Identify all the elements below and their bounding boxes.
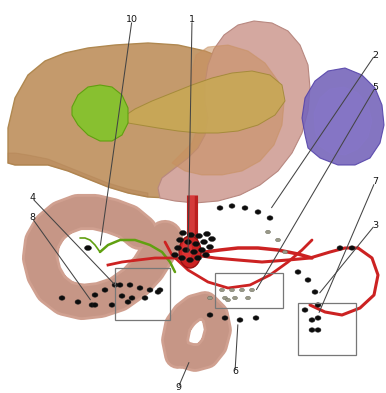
Ellipse shape	[249, 288, 254, 292]
Ellipse shape	[195, 255, 201, 261]
Ellipse shape	[309, 318, 315, 322]
Ellipse shape	[237, 318, 243, 322]
Text: 7: 7	[372, 178, 378, 187]
Ellipse shape	[182, 239, 192, 261]
Ellipse shape	[220, 288, 225, 292]
Ellipse shape	[85, 246, 91, 250]
Ellipse shape	[232, 296, 237, 300]
Ellipse shape	[276, 238, 281, 242]
Text: 5: 5	[372, 83, 378, 92]
Ellipse shape	[117, 283, 123, 287]
Ellipse shape	[171, 252, 178, 257]
Ellipse shape	[203, 231, 210, 237]
Text: 4: 4	[29, 193, 35, 202]
Ellipse shape	[89, 303, 95, 307]
Polygon shape	[8, 43, 282, 198]
Ellipse shape	[59, 296, 65, 300]
Text: 8: 8	[29, 213, 35, 222]
Text: 10: 10	[126, 15, 138, 24]
Ellipse shape	[312, 290, 318, 294]
Ellipse shape	[75, 300, 81, 304]
Ellipse shape	[185, 239, 191, 244]
Ellipse shape	[179, 231, 186, 235]
Ellipse shape	[229, 204, 235, 208]
Polygon shape	[72, 85, 128, 141]
Text: 2: 2	[372, 50, 378, 59]
Ellipse shape	[253, 316, 259, 320]
Polygon shape	[302, 68, 384, 165]
Ellipse shape	[315, 303, 321, 307]
Text: 3: 3	[372, 220, 378, 230]
Polygon shape	[172, 45, 284, 175]
Ellipse shape	[217, 206, 223, 210]
Ellipse shape	[302, 308, 308, 312]
Ellipse shape	[109, 303, 115, 307]
Ellipse shape	[92, 293, 98, 297]
Ellipse shape	[222, 316, 228, 320]
Ellipse shape	[155, 290, 161, 294]
Ellipse shape	[183, 248, 190, 252]
Ellipse shape	[142, 296, 148, 300]
Ellipse shape	[245, 296, 251, 300]
Ellipse shape	[174, 246, 181, 250]
Ellipse shape	[129, 296, 135, 300]
Ellipse shape	[125, 300, 131, 304]
Polygon shape	[126, 71, 285, 133]
Ellipse shape	[208, 237, 215, 242]
Ellipse shape	[309, 328, 315, 332]
Ellipse shape	[230, 288, 235, 292]
Ellipse shape	[157, 288, 163, 292]
Ellipse shape	[119, 294, 125, 298]
Ellipse shape	[112, 283, 118, 287]
Ellipse shape	[186, 257, 193, 263]
Ellipse shape	[337, 246, 343, 250]
Ellipse shape	[295, 270, 301, 274]
Ellipse shape	[242, 206, 248, 210]
Ellipse shape	[239, 288, 244, 292]
Polygon shape	[158, 21, 310, 203]
Ellipse shape	[266, 230, 271, 234]
Ellipse shape	[147, 288, 153, 292]
Ellipse shape	[178, 255, 186, 261]
Bar	[115, 268, 170, 320]
Ellipse shape	[207, 244, 213, 250]
Ellipse shape	[193, 242, 200, 246]
Ellipse shape	[222, 296, 227, 300]
Ellipse shape	[315, 316, 321, 320]
Ellipse shape	[200, 239, 208, 244]
Ellipse shape	[191, 250, 198, 255]
Ellipse shape	[315, 328, 321, 332]
Ellipse shape	[102, 288, 108, 292]
Ellipse shape	[179, 236, 201, 268]
Ellipse shape	[283, 250, 288, 254]
Text: 1: 1	[189, 15, 195, 24]
Polygon shape	[8, 153, 148, 197]
Ellipse shape	[188, 233, 195, 237]
Ellipse shape	[127, 283, 133, 287]
Ellipse shape	[349, 246, 355, 250]
Ellipse shape	[208, 296, 213, 300]
Ellipse shape	[137, 286, 143, 290]
Text: 9: 9	[175, 384, 181, 393]
Ellipse shape	[203, 252, 210, 257]
Ellipse shape	[195, 233, 203, 239]
Ellipse shape	[255, 210, 261, 214]
Bar	[215, 273, 283, 308]
Ellipse shape	[267, 216, 273, 220]
Text: 6: 6	[232, 367, 238, 376]
Ellipse shape	[305, 278, 311, 282]
Ellipse shape	[176, 237, 183, 242]
Ellipse shape	[198, 248, 205, 252]
Ellipse shape	[225, 298, 230, 302]
Ellipse shape	[92, 303, 98, 307]
Ellipse shape	[207, 313, 213, 317]
Bar	[298, 303, 356, 355]
Polygon shape	[314, 87, 372, 155]
